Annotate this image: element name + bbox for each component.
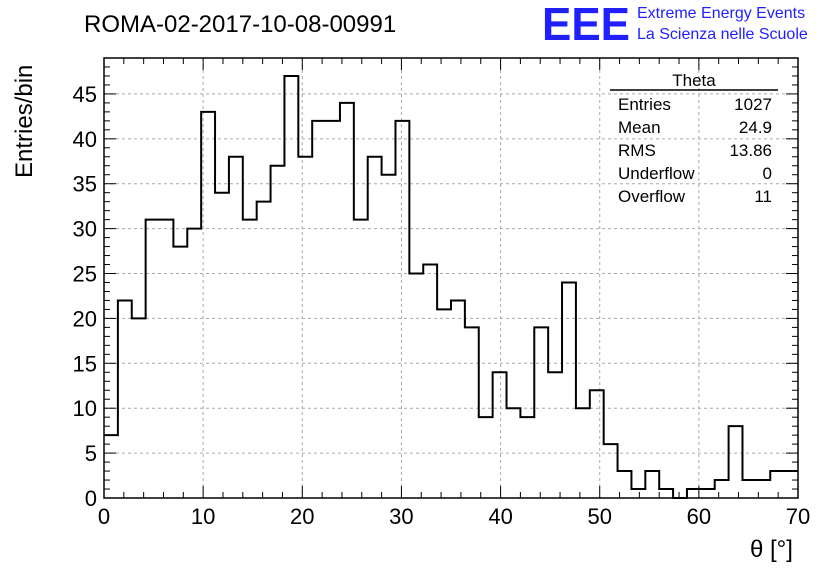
x-tick-label: 0 (98, 504, 110, 529)
histogram-bin (298, 157, 312, 498)
histogram-bin (659, 489, 673, 498)
histogram-bin (465, 327, 479, 498)
histogram-bin (173, 247, 187, 498)
histogram-bin (146, 220, 160, 498)
histogram-bin (645, 471, 659, 498)
x-tick-label: 70 (786, 504, 810, 529)
histogram-bin (201, 112, 215, 498)
histogram-bin (382, 175, 396, 498)
eee-logo: EEE Extreme Energy Events La Scienza nel… (542, 0, 808, 50)
logo-line2: La Scienza nelle Scuole (637, 26, 808, 43)
histogram-bin (271, 166, 285, 498)
eee-logo-mark: EEE (542, 0, 630, 50)
histogram-bin (187, 229, 201, 498)
stats-rms-value: 13.86 (729, 141, 772, 160)
histogram-bin (229, 157, 243, 498)
stats-underflow-value: 0 (763, 164, 772, 183)
y-axis-label: Entries/bin (11, 65, 38, 178)
y-tick-label: 30 (73, 217, 97, 242)
histogram-bin (520, 417, 534, 498)
y-tick-label: 15 (73, 351, 97, 376)
stats-overflow-value: 11 (754, 187, 772, 206)
y-tick-label: 0 (85, 486, 97, 511)
histogram-bin (562, 282, 576, 498)
histogram-bin (590, 390, 604, 498)
histogram-bin (479, 417, 493, 498)
y-tick-label: 25 (73, 262, 97, 287)
histogram-bin (631, 489, 645, 498)
y-tick-label: 40 (73, 127, 97, 152)
histogram-bin (284, 76, 298, 498)
stats-box: Theta Entries 1027 Mean 24.9 RMS 13.86 U… (610, 71, 778, 206)
plot-frame (103, 57, 799, 499)
stats-entries-label: Entries (618, 95, 671, 114)
histogram-bin (548, 372, 562, 498)
histogram-bin (354, 220, 368, 498)
stats-title: Theta (672, 71, 716, 90)
histogram-bin (715, 480, 729, 498)
histogram-bin (243, 220, 257, 498)
histogram-bin (423, 265, 437, 498)
x-axis-label: θ [°] (750, 536, 793, 563)
histogram-bin (326, 121, 340, 498)
histogram-bin (160, 220, 174, 498)
x-tick-label: 60 (687, 504, 711, 529)
axes: 0 10 20 30 40 50 60 70 0 5 10 15 20 25 30 35 40 45 (73, 57, 810, 529)
x-tick-label: 20 (290, 504, 314, 529)
x-tick-label: 30 (389, 504, 413, 529)
histogram-bin (507, 408, 521, 498)
histogram-bin (784, 471, 798, 498)
y-tick-label: 10 (73, 396, 97, 421)
x-tick-label: 50 (587, 504, 611, 529)
histogram-bars (104, 74, 798, 499)
histogram-bin (257, 202, 271, 498)
stats-rms-label: RMS (618, 141, 656, 160)
histogram-bin (576, 408, 590, 498)
histogram-bin (770, 471, 784, 498)
histogram-bin (215, 193, 229, 498)
y-tick-label: 35 (73, 172, 97, 197)
x-tick-label: 10 (191, 504, 215, 529)
histogram-bin (534, 327, 548, 498)
histogram-bin (409, 274, 423, 498)
histogram-bin (604, 444, 618, 498)
histogram-bin (437, 309, 451, 498)
stats-mean-value: 24.9 (739, 118, 772, 137)
histogram-bin (368, 157, 382, 498)
histogram-bin (701, 489, 715, 498)
histogram-bin (493, 372, 507, 498)
histogram-bin (742, 480, 756, 498)
stats-underflow-label: Underflow (618, 164, 695, 183)
stats-overflow-label: Overflow (618, 187, 686, 206)
histogram-bin (340, 103, 354, 498)
histogram-bin (395, 121, 409, 498)
grid-lines (104, 58, 798, 498)
histogram-bin (132, 318, 146, 498)
histogram-bin (312, 121, 326, 498)
histogram-bin (118, 300, 132, 498)
y-tick-label: 20 (73, 306, 97, 331)
logo-line1: Extreme Energy Events (637, 5, 805, 22)
histogram-bin (451, 300, 465, 498)
x-tick-label: 40 (488, 504, 512, 529)
stats-mean-label: Mean (618, 118, 661, 137)
y-tick-label: 45 (73, 82, 97, 107)
chart-title: ROMA-02-2017-10-08-00991 (84, 11, 396, 38)
histogram-bin (729, 426, 743, 498)
y-tick-label: 5 (85, 441, 97, 466)
histogram-outline (104, 74, 798, 499)
stats-entries-value: 1027 (734, 95, 772, 114)
